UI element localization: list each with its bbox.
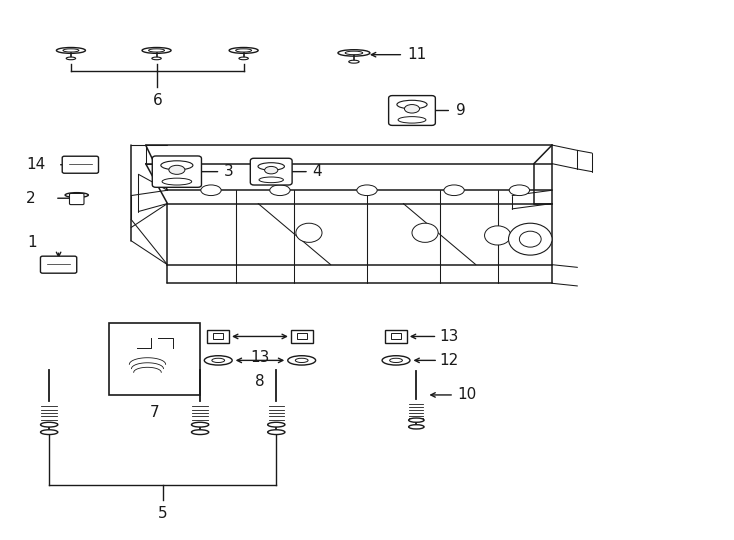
Ellipse shape: [169, 165, 185, 174]
Text: 2: 2: [26, 191, 35, 206]
Ellipse shape: [152, 57, 161, 60]
Ellipse shape: [201, 185, 221, 195]
FancyBboxPatch shape: [152, 156, 201, 187]
Ellipse shape: [357, 185, 377, 195]
Ellipse shape: [161, 161, 193, 170]
Bar: [214, 333, 223, 340]
FancyBboxPatch shape: [388, 96, 435, 125]
Ellipse shape: [65, 193, 88, 198]
Bar: [297, 333, 307, 340]
Ellipse shape: [63, 49, 79, 52]
Text: 3: 3: [224, 164, 234, 179]
Ellipse shape: [212, 358, 225, 362]
Ellipse shape: [509, 185, 529, 195]
Ellipse shape: [268, 422, 285, 427]
Text: 12: 12: [440, 353, 459, 368]
Circle shape: [520, 231, 541, 247]
Ellipse shape: [192, 430, 208, 435]
FancyBboxPatch shape: [62, 156, 98, 173]
Text: 9: 9: [456, 103, 465, 118]
Ellipse shape: [390, 358, 402, 362]
Ellipse shape: [142, 48, 171, 53]
Text: 11: 11: [407, 47, 427, 62]
FancyBboxPatch shape: [70, 193, 84, 205]
Ellipse shape: [295, 358, 308, 362]
Text: 1: 1: [27, 235, 37, 250]
Ellipse shape: [444, 185, 464, 195]
Circle shape: [296, 223, 322, 242]
Bar: [207, 330, 229, 343]
Text: 14: 14: [26, 157, 46, 172]
Ellipse shape: [259, 177, 283, 183]
Text: 7: 7: [150, 404, 159, 420]
Text: 10: 10: [457, 387, 476, 402]
Text: 8: 8: [255, 374, 265, 389]
Text: 13: 13: [440, 329, 459, 344]
Text: 4: 4: [312, 164, 321, 179]
Ellipse shape: [382, 356, 410, 365]
Circle shape: [484, 226, 511, 245]
Text: 13: 13: [250, 350, 269, 365]
Bar: [109, 323, 200, 395]
Ellipse shape: [229, 48, 258, 53]
Ellipse shape: [345, 51, 363, 55]
Ellipse shape: [268, 430, 285, 435]
Circle shape: [509, 223, 552, 255]
Ellipse shape: [192, 422, 208, 427]
Ellipse shape: [57, 48, 85, 53]
Ellipse shape: [40, 430, 58, 435]
Ellipse shape: [265, 166, 277, 174]
Ellipse shape: [66, 57, 76, 60]
Ellipse shape: [40, 422, 58, 427]
Text: 6: 6: [153, 93, 162, 108]
Ellipse shape: [239, 57, 248, 60]
Ellipse shape: [338, 50, 370, 56]
Ellipse shape: [288, 356, 316, 365]
Ellipse shape: [258, 163, 284, 170]
Ellipse shape: [236, 49, 252, 52]
Ellipse shape: [270, 185, 290, 195]
Bar: [385, 330, 407, 343]
Ellipse shape: [398, 117, 426, 123]
FancyBboxPatch shape: [250, 158, 292, 185]
Ellipse shape: [397, 100, 427, 109]
Ellipse shape: [148, 49, 164, 52]
Ellipse shape: [404, 105, 420, 113]
Bar: [291, 330, 313, 343]
Ellipse shape: [409, 418, 424, 422]
Ellipse shape: [349, 60, 359, 63]
Ellipse shape: [162, 178, 192, 185]
Circle shape: [412, 223, 438, 242]
Text: 5: 5: [158, 505, 167, 521]
FancyBboxPatch shape: [40, 256, 77, 273]
Bar: [391, 333, 401, 340]
Ellipse shape: [204, 356, 232, 365]
Ellipse shape: [409, 425, 424, 429]
